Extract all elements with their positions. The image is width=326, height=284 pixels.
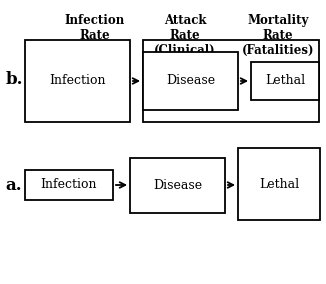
Bar xyxy=(25,170,113,200)
Bar xyxy=(143,52,238,110)
Bar xyxy=(251,62,319,100)
Text: Infection
Rate: Infection Rate xyxy=(65,14,125,42)
Text: b.: b. xyxy=(5,72,23,89)
Text: Mortality
Rate
(Fatalities): Mortality Rate (Fatalities) xyxy=(242,14,314,57)
Text: Disease: Disease xyxy=(166,74,215,87)
Text: Attack
Rate
(Clinical): Attack Rate (Clinical) xyxy=(154,14,216,57)
Text: Disease: Disease xyxy=(153,179,202,192)
Bar xyxy=(25,40,130,122)
Text: Lethal: Lethal xyxy=(259,178,299,191)
Bar xyxy=(143,40,319,122)
Text: Infection: Infection xyxy=(49,74,106,87)
Text: Infection: Infection xyxy=(41,179,97,191)
Bar xyxy=(238,148,320,220)
Text: Lethal: Lethal xyxy=(265,74,305,87)
Text: a.: a. xyxy=(6,176,22,193)
Bar xyxy=(130,158,225,213)
